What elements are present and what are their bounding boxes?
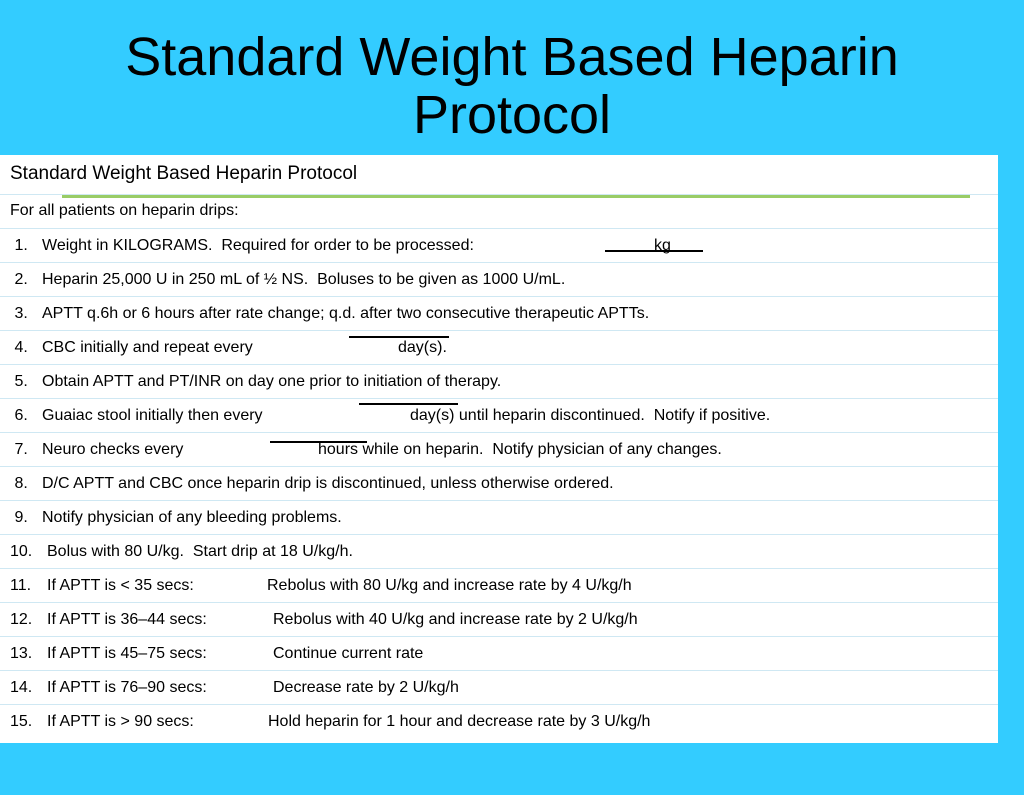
item-text: Heparin 25,000 U in 250 mL of ½ NS. Bolu… bbox=[42, 271, 566, 288]
table-row: 3. APTT q.6h or 6 hours after rate chang… bbox=[0, 297, 998, 331]
item-action: Hold heparin for 1 hour and decrease rat… bbox=[268, 713, 651, 730]
item-text: D/C APTT and CBC once heparin drip is di… bbox=[42, 475, 614, 492]
neuro-hours-blank bbox=[270, 441, 367, 443]
item-suffix: hours while on heparin. Notify physician… bbox=[318, 441, 722, 458]
item-number: 12. bbox=[10, 611, 33, 628]
item-suffix: day(s). bbox=[398, 339, 447, 356]
table-row: 8. D/C APTT and CBC once heparin drip is… bbox=[0, 467, 998, 501]
weight-blank bbox=[605, 250, 703, 252]
table-row: 9. Notify physician of any bleeding prob… bbox=[0, 501, 998, 535]
item-text: If APTT is > 90 secs: bbox=[47, 713, 194, 730]
item-action: Rebolus with 80 U/kg and increase rate b… bbox=[267, 577, 632, 594]
item-action: Decrease rate by 2 U/kg/h bbox=[273, 679, 459, 696]
table-row: 15. If APTT is > 90 secs: Hold heparin f… bbox=[0, 705, 998, 743]
green-divider bbox=[62, 195, 970, 198]
intro-text: For all patients on heparin drips: bbox=[10, 202, 239, 219]
protocol-table: Standard Weight Based Heparin Protocol F… bbox=[0, 155, 998, 743]
item-text: Bolus with 80 U/kg. Start drip at 18 U/k… bbox=[47, 543, 353, 560]
item-text: Weight in KILOGRAMS. Required for order … bbox=[42, 237, 474, 254]
item-text: Obtain APTT and PT/INR on day one prior … bbox=[42, 373, 502, 390]
item-text: Neuro checks every bbox=[42, 441, 184, 458]
item-number: 4. bbox=[10, 339, 28, 356]
item-number: 10. bbox=[10, 543, 33, 560]
item-number: 11. bbox=[10, 577, 32, 594]
item-text: APTT q.6h or 6 hours after rate change; … bbox=[42, 305, 650, 322]
table-row: 4. CBC initially and repeat every day(s)… bbox=[0, 331, 998, 365]
table-row: 5. Obtain APTT and PT/INR on day one pri… bbox=[0, 365, 998, 399]
item-number: 15. bbox=[10, 713, 33, 730]
slide-title-line-1: Standard Weight Based Heparin bbox=[125, 27, 899, 87]
table-row: 14. If APTT is 76–90 secs: Decrease rate… bbox=[0, 671, 998, 705]
item-text: CBC initially and repeat every bbox=[42, 339, 253, 356]
table-row-intro: For all patients on heparin drips: bbox=[0, 195, 998, 229]
item-number: 5. bbox=[10, 373, 28, 390]
table-row: 7. Neuro checks every hours while on hep… bbox=[0, 433, 998, 467]
guaiac-days-blank bbox=[359, 403, 458, 405]
item-number: 1. bbox=[10, 237, 28, 254]
item-text: If APTT is < 35 secs: bbox=[47, 577, 194, 594]
table-row: 11. If APTT is < 35 secs: Rebolus with 8… bbox=[0, 569, 998, 603]
item-suffix: day(s) until heparin discontinued. Notif… bbox=[410, 407, 771, 424]
item-number: 14. bbox=[10, 679, 33, 696]
item-text: If APTT is 76–90 secs: bbox=[47, 679, 207, 696]
table-row: 6. Guaiac stool initially then every day… bbox=[0, 399, 998, 433]
item-action: Rebolus with 40 U/kg and increase rate b… bbox=[273, 611, 638, 628]
slide-title-line-2: Protocol bbox=[412, 85, 612, 145]
table-row: 10. Bolus with 80 U/kg. Start drip at 18… bbox=[0, 535, 998, 569]
item-number: 9. bbox=[10, 509, 28, 526]
item-suffix: kg bbox=[654, 237, 671, 254]
table-header-row: Standard Weight Based Heparin Protocol bbox=[0, 155, 998, 195]
item-action: Continue current rate bbox=[273, 645, 424, 662]
item-number: 2. bbox=[10, 271, 28, 288]
slide-title: Standard Weight Based Heparin Protocol bbox=[0, 28, 1024, 144]
item-number: 6. bbox=[10, 407, 28, 424]
item-text: If APTT is 45–75 secs: bbox=[47, 645, 207, 662]
table-row: 2. Heparin 25,000 U in 250 mL of ½ NS. B… bbox=[0, 263, 998, 297]
item-number: 8. bbox=[10, 475, 28, 492]
item-text: If APTT is 36–44 secs: bbox=[47, 611, 207, 628]
cbc-days-blank bbox=[349, 336, 449, 338]
table-row: 12. If APTT is 36–44 secs: Rebolus with … bbox=[0, 603, 998, 637]
item-number: 7. bbox=[10, 441, 28, 458]
table-header: Standard Weight Based Heparin Protocol bbox=[10, 163, 358, 184]
item-number: 13. bbox=[10, 645, 33, 662]
item-text: Notify physician of any bleeding problem… bbox=[42, 509, 342, 526]
table-row: 1. Weight in KILOGRAMS. Required for ord… bbox=[0, 229, 998, 263]
item-text: Guaiac stool initially then every bbox=[42, 407, 263, 424]
table-row: 13. If APTT is 45–75 secs: Continue curr… bbox=[0, 637, 998, 671]
item-number: 3. bbox=[10, 305, 28, 322]
